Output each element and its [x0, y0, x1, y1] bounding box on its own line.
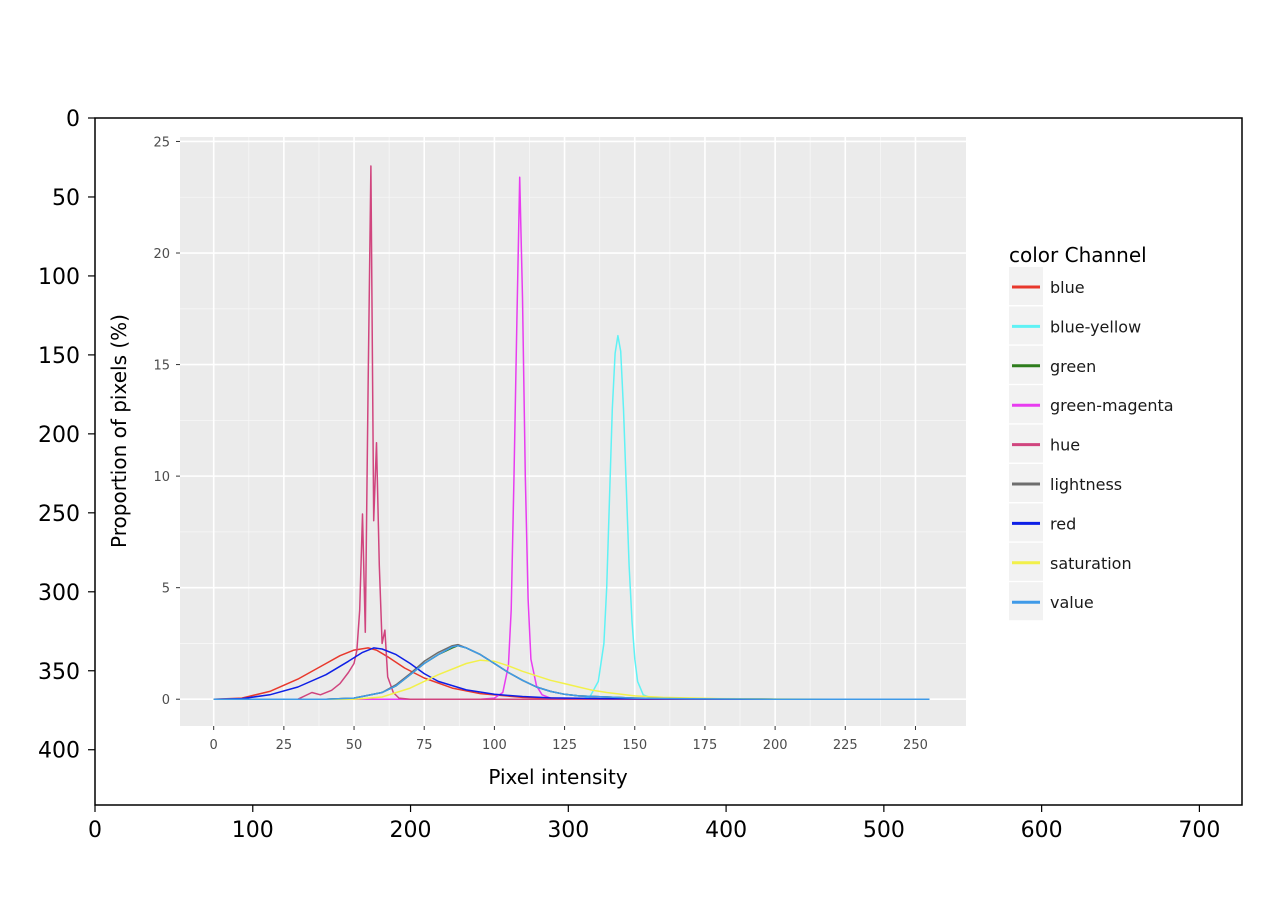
outer-x-tick-label: 500: [863, 818, 905, 843]
outer-x-tick-label: 600: [1021, 818, 1063, 843]
legend-label: blue: [1050, 278, 1085, 297]
y-tick-label: 25: [153, 135, 170, 150]
legend-label: red: [1050, 514, 1076, 533]
plot-panel: [180, 137, 966, 726]
y-tick-label: 0: [162, 693, 170, 708]
outer-x-tick-label: 0: [88, 818, 102, 843]
outer-y-tick-label: 350: [38, 660, 80, 685]
legend-label: lightness: [1050, 475, 1122, 494]
series-line-value: [213, 644, 930, 700]
outer-y-tick-label: 50: [52, 186, 80, 211]
outer-x-tick-label: 700: [1178, 818, 1220, 843]
outer-x-tick-label: 100: [232, 818, 274, 843]
x-tick-label: 150: [622, 738, 647, 753]
x-tick-label: 225: [833, 738, 858, 753]
outer-y-tick-label: 250: [38, 502, 80, 527]
outer-axis-ticks: 0 100 200 300 400 500 600 700050100150200250300…: [38, 107, 1220, 843]
outer-y-tick-label: 100: [38, 265, 80, 290]
y-tick-label: 20: [153, 247, 170, 262]
outer-y-tick-label: 0: [66, 107, 80, 132]
series-line-red: [213, 647, 930, 700]
legend: blue blue-yellow green green-magenta hue ligh…: [1009, 267, 1174, 621]
inner-axis-ticks: 0 25 50 75 100 125 150 175 200 225 250 0 5 10 15 20 25: [153, 135, 927, 753]
legend-title: color Channel: [1009, 243, 1147, 267]
series-line-hue: [213, 165, 930, 700]
outer-y-tick-label: 300: [38, 581, 80, 606]
legend-label: green-magenta: [1050, 396, 1174, 415]
x-tick-label: 250: [903, 738, 928, 753]
x-tick-label: 175: [693, 738, 718, 753]
outer-y-tick-label: 150: [38, 344, 80, 369]
legend-label: blue-yellow: [1050, 317, 1141, 336]
x-tick-label: 200: [763, 738, 788, 753]
series-line-green-magenta: [213, 176, 930, 700]
y-axis-title: Proportion of pixels (%): [107, 314, 131, 548]
x-tick-label: 100: [482, 738, 507, 753]
y-tick-label: 15: [153, 359, 170, 374]
legend-label: value: [1050, 593, 1094, 612]
y-tick-label: 5: [162, 582, 170, 597]
outer-x-tick-label: 300: [547, 818, 589, 843]
x-tick-label: 50: [346, 738, 363, 753]
x-tick-label: 25: [276, 738, 293, 753]
outer-x-tick-label: 400: [705, 818, 747, 843]
outer-x-tick-label: 200: [390, 818, 432, 843]
legend-label: hue: [1050, 436, 1080, 455]
x-tick-label: 0: [210, 738, 218, 753]
series-lines: [213, 165, 930, 700]
x-axis-title: Pixel intensity: [488, 765, 627, 789]
x-tick-label: 75: [416, 738, 433, 753]
legend-label: green: [1050, 357, 1096, 376]
outer-y-tick-label: 200: [38, 423, 80, 448]
x-tick-label: 125: [552, 738, 577, 753]
outer-y-tick-label: 400: [38, 739, 80, 764]
series-line-blue-yellow: [213, 334, 930, 700]
y-tick-label: 10: [153, 470, 170, 485]
legend-label: saturation: [1050, 554, 1132, 573]
series-line-saturation: [213, 659, 930, 700]
